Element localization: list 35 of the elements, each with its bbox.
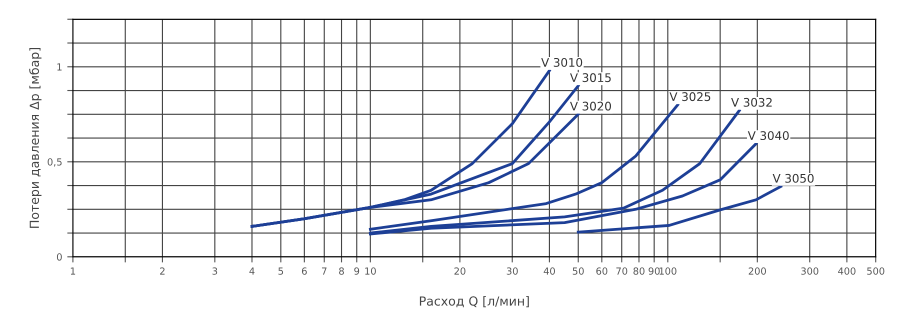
x-tick-label: 80 (633, 267, 645, 275)
x-tick-label: 30 (506, 267, 518, 275)
x-tick-label: 200 (748, 267, 766, 275)
x-tick-label: 300 (801, 267, 818, 275)
x-tick-label: 6 (302, 267, 307, 275)
series-label: V 3032 (731, 98, 772, 107)
x-tick-label: 500 (867, 267, 884, 275)
x-tick-label: 1 (70, 268, 76, 275)
x-tick-label: 8 (339, 267, 344, 275)
x-tick-label: 2 (160, 267, 165, 275)
series-label: V 3015 (570, 73, 611, 82)
x-tick-label: 20 (454, 267, 466, 275)
series-label: V 3040 (748, 131, 789, 140)
y-tick-label: 0,5 (48, 158, 62, 167)
x-tick-label: 70 (616, 267, 628, 275)
y-axis-title: Потери давления Δp [мбар] (29, 48, 42, 228)
x-tick-label: 4 (249, 268, 255, 275)
y-tick-label: 0 (56, 253, 62, 261)
y-tick-label: 1 (57, 63, 62, 70)
x-tick-label: 60 (596, 267, 608, 275)
x-tick-label: 50 (572, 267, 584, 275)
x-tick-label: 9 (354, 267, 360, 275)
series-label: V 3050 (772, 174, 814, 183)
x-tick-label: 7 (322, 268, 327, 275)
x-axis-title: Расход Q [л/мин] (420, 296, 529, 308)
x-tick-label: 400 (838, 267, 856, 275)
x-tick-label: 10 (365, 267, 376, 275)
x-tick-label: 90 (648, 267, 660, 275)
series-label: V 3020 (570, 102, 612, 111)
series-label: V 3025 (669, 92, 710, 102)
x-tick-label: 3 (212, 267, 218, 275)
x-tick-label: 5 (278, 268, 284, 275)
x-tick-label: 100 (660, 267, 676, 275)
series-label: V 3010 (541, 58, 582, 67)
x-tick-label: 40 (544, 267, 555, 275)
